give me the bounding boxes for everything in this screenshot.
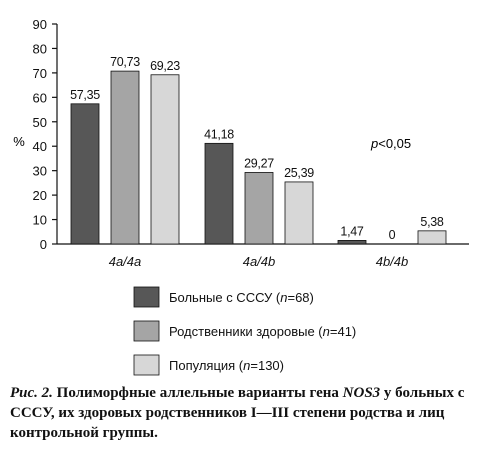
y-tick-label: 0 xyxy=(40,237,47,252)
bar-value-label: 69,23 xyxy=(150,59,180,73)
y-tick-label: 50 xyxy=(33,115,47,130)
bar-value-label: 29,27 xyxy=(244,156,274,170)
p-threshold: <0,05 xyxy=(378,136,411,151)
legend-swatch xyxy=(133,354,160,376)
caption-text-2: у больных с СССУ, их здоровых родственни… xyxy=(10,385,465,441)
bar xyxy=(204,142,234,245)
y-tick-label: 60 xyxy=(33,90,47,105)
bar-value-label: 70,73 xyxy=(110,55,140,69)
y-tick-label: 90 xyxy=(33,17,47,32)
bar-value-label: 1,47 xyxy=(340,224,363,238)
figure-number: Рис. 2. xyxy=(10,385,53,401)
legend-label: Родственники здоровые (n=41) xyxy=(169,324,356,339)
figure-caption: Рис. 2. Полиморфные аллельные варианты г… xyxy=(10,383,475,443)
category-label: 4b/4b xyxy=(376,254,409,269)
p-value-annotation: p<0,05 xyxy=(370,136,411,151)
bar xyxy=(70,103,100,245)
y-axis-title: % xyxy=(13,134,25,149)
legend-swatch xyxy=(133,320,160,342)
y-tick-label: 10 xyxy=(33,213,47,228)
y-tick-label: 40 xyxy=(33,139,47,154)
legend-label: Популяция (n=130) xyxy=(169,358,284,373)
legend-swatch xyxy=(133,286,160,308)
value-labels: 57,35 70,73 69,23 41,18 29,27 25,39 1,47 0 5,38 xyxy=(70,55,444,242)
bar xyxy=(150,74,180,245)
bar xyxy=(417,230,447,245)
y-tick-label: 80 xyxy=(33,41,47,56)
y-tick-label: 20 xyxy=(33,188,47,203)
y-tick-label: 30 xyxy=(33,164,47,179)
bar xyxy=(337,240,367,245)
p-letter: p xyxy=(370,136,378,151)
bar-value-label: 5,38 xyxy=(420,215,443,229)
category-labels: 4a/4a 4a/4b 4b/4b xyxy=(109,254,409,269)
category-label: 4a/4b xyxy=(243,254,276,269)
bar-value-label: 0 xyxy=(389,228,396,242)
bars xyxy=(70,70,447,245)
bar xyxy=(244,172,274,245)
bar-value-label: 25,39 xyxy=(284,166,314,180)
bar-value-label: 57,35 xyxy=(70,88,100,102)
y-axis: 0 10 20 30 40 50 60 70 80 90 xyxy=(33,17,58,252)
bar xyxy=(284,181,314,245)
legend: Больные с СССУ (n=68) Родственники здоров… xyxy=(133,286,356,376)
gene-name: NOS3 xyxy=(342,385,381,401)
legend-label: Больные с СССУ (n=68) xyxy=(169,290,314,305)
caption-text-1: Полиморфные аллельные варианты гена xyxy=(52,385,343,401)
y-tick-label: 70 xyxy=(33,66,47,81)
bar xyxy=(110,70,140,245)
bar-value-label: 41,18 xyxy=(204,127,234,141)
category-label: 4a/4a xyxy=(109,254,142,269)
